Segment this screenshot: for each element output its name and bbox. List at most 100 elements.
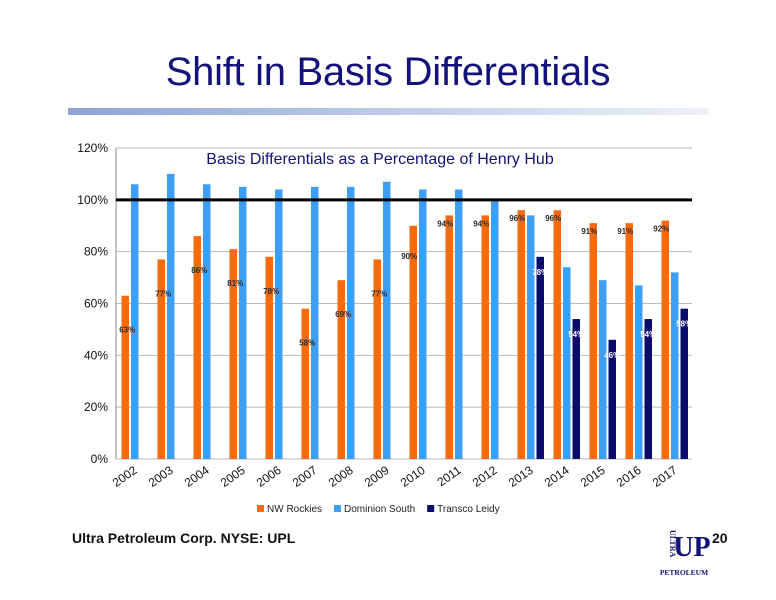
x-tick-label: 2005 <box>218 463 248 490</box>
nw-rockies-data-label: 81% <box>227 279 243 288</box>
logo-petroleum-text: PETROLEUM <box>660 568 708 577</box>
x-tick-label: 2017 <box>650 463 680 490</box>
y-tick-label: 40% <box>84 348 108 362</box>
dominion-south-bar <box>383 181 391 460</box>
transco-leidy-data-label: 58% <box>676 320 692 329</box>
x-tick-label: 2012 <box>470 463 500 490</box>
x-tick-label: 2014 <box>542 463 572 490</box>
transco-leidy-data-label: 54% <box>568 330 584 339</box>
nw-rockies-data-label: 94% <box>437 219 453 228</box>
x-tick-label: 2004 <box>182 463 212 490</box>
bars <box>121 173 688 460</box>
nw-rockies-data-label: 96% <box>509 214 525 223</box>
nw-rockies-data-label: 86% <box>191 266 207 275</box>
x-tick-label: 2003 <box>146 463 176 490</box>
dominion-south-bar <box>167 173 175 459</box>
nw-rockies-legend-label: NW Rockies <box>267 504 322 515</box>
dominion-south-bar <box>527 215 535 459</box>
x-tick-label: 2008 <box>326 463 356 490</box>
nw-rockies-data-label: 90% <box>401 252 417 261</box>
dominion-south-bar <box>635 285 643 459</box>
nw-rockies-data-label: 77% <box>155 289 171 298</box>
dominion-south-bar <box>203 184 211 460</box>
dominion-south-bar <box>239 186 247 459</box>
transco-leidy-bar <box>572 319 580 459</box>
nw-rockies-data-label: 96% <box>545 214 561 223</box>
transco-leidy-bar <box>536 256 544 459</box>
y-tick-label: 120% <box>77 141 108 155</box>
transco-leidy-bar <box>680 308 688 459</box>
dominion-south-bar <box>419 189 427 459</box>
title-divider <box>68 108 708 115</box>
company-logo: ULTRA UP PETROLEUM <box>660 530 710 577</box>
transco-leidy-data-label: 54% <box>640 330 656 339</box>
x-tick-label: 2002 <box>110 463 140 490</box>
nw-rockies-bar <box>661 220 669 459</box>
nw-rockies-data-label: 78% <box>263 287 279 296</box>
dominion-south-bar <box>311 186 319 459</box>
y-axis-ticks: 0% 20% 40% 60% 80% 100% 120% <box>77 141 108 466</box>
nw-rockies-bar <box>301 308 309 459</box>
x-tick-label: 2013 <box>506 463 536 490</box>
nw-rockies-bar <box>481 215 489 459</box>
x-tick-label: 2010 <box>398 463 428 490</box>
y-tick-label: 80% <box>84 245 108 259</box>
transco-leidy-data-label: 78% <box>532 268 548 277</box>
x-tick-label: 2011 <box>435 463 464 489</box>
nw-rockies-bar <box>625 223 633 459</box>
nw-rockies-data-label: 63% <box>119 326 135 335</box>
nw-rockies-legend-swatch <box>257 505 264 512</box>
nw-rockies-data-label: 69% <box>335 310 351 319</box>
nw-rockies-data-label: 77% <box>371 289 387 298</box>
y-tick-label: 20% <box>84 400 108 414</box>
dominion-south-bar <box>599 280 607 459</box>
dominion-south-bar <box>275 189 283 459</box>
nw-rockies-bar <box>157 259 165 459</box>
dominion-south-bar <box>671 272 679 459</box>
x-tick-label: 2006 <box>254 463 284 490</box>
nw-rockies-bar <box>373 259 381 459</box>
nw-rockies-bar <box>445 215 453 459</box>
nw-rockies-data-label: 94% <box>473 219 489 228</box>
y-tick-label: 0% <box>91 452 109 466</box>
nw-rockies-bar <box>409 225 417 459</box>
nw-rockies-bar <box>229 249 237 459</box>
nw-rockies-data-label: 92% <box>653 225 669 234</box>
logo-mark: UP <box>673 532 710 563</box>
x-axis-ticks: 2002 2003 2004 2005 2006 2007 2008 2009 2010 2011… <box>110 463 680 490</box>
slide-title: Shift in Basis Differentials <box>165 50 611 94</box>
transco-leidy-legend-swatch <box>427 505 435 512</box>
nw-rockies-bar <box>517 210 525 459</box>
nw-rockies-bar <box>265 256 273 459</box>
y-tick-label: 60% <box>84 297 108 311</box>
nw-rockies-bar <box>193 236 201 459</box>
logo-ultra-text: ULTRA <box>668 530 677 557</box>
nw-rockies-bar <box>337 280 345 459</box>
nw-rockies-bar <box>589 223 597 459</box>
transco-leidy-bar <box>644 319 652 459</box>
dominion-south-bar <box>455 189 463 459</box>
transco-leidy-bar <box>608 339 616 459</box>
footer-company: Ultra Petroleum Corp. NYSE: UPL <box>72 530 296 546</box>
x-tick-label: 2015 <box>578 463 608 490</box>
x-tick-label: 2007 <box>290 463 320 490</box>
dominion-south-bar <box>491 199 499 460</box>
dominion-south-legend-label: Dominion South <box>344 504 415 515</box>
nw-rockies-data-label: 91% <box>581 227 597 236</box>
y-tick-label: 100% <box>77 193 108 207</box>
page-number: 20 <box>712 530 728 546</box>
dominion-south-legend-swatch <box>334 505 342 512</box>
chart-title: Basis Differentials as a Percentage of H… <box>206 151 554 168</box>
dominion-south-bar <box>563 267 571 459</box>
transco-leidy-data-label: 46% <box>604 351 620 360</box>
nw-rockies-data-label: 91% <box>617 227 633 236</box>
legend: NW Rockies Dominion South Transco Leidy <box>257 504 500 515</box>
x-tick-label: 2009 <box>362 463 392 490</box>
dominion-south-bar <box>131 184 139 460</box>
transco-leidy-legend-label: Transco Leidy <box>437 504 499 515</box>
nw-rockies-bar <box>121 295 129 459</box>
nw-rockies-data-label: 58% <box>299 339 315 348</box>
dominion-south-bar <box>347 186 355 459</box>
nw-rockies-bar <box>553 210 561 459</box>
